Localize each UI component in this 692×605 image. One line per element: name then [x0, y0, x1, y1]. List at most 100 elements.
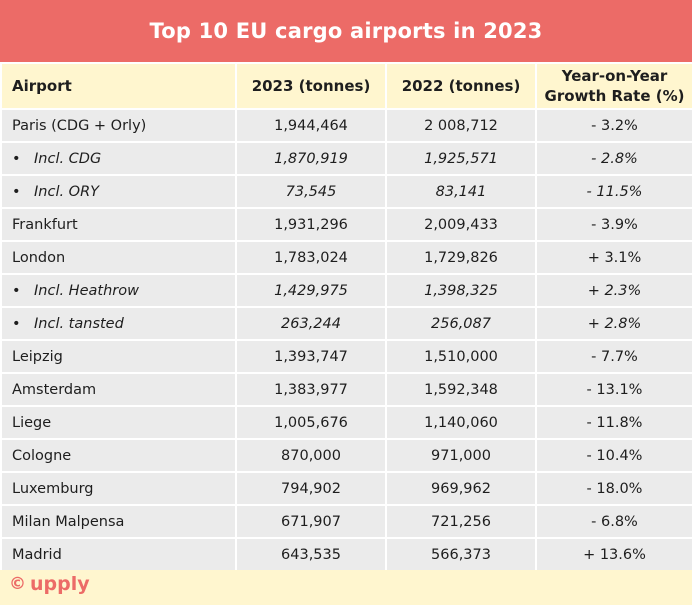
bullet-icon: •: [12, 282, 21, 299]
airport-name: Leipzig: [12, 348, 63, 365]
table-subrow: • Incl. ORY 73,545 83,141- 11.5%: [0, 174, 692, 209]
cell-2022: 2,009,433: [385, 207, 537, 242]
table-subrow: • Incl. Heathrow 1,429,975 1,398,325 + 2.3%: [0, 273, 692, 308]
table-row: Cologne 870,000 971,000- 10.4%: [0, 438, 692, 473]
airport-name: Paris (CDG + Orly): [12, 117, 147, 134]
table-subrow: • Incl. CDG 1,870,919 1,925,571- 2.8%: [0, 141, 692, 176]
table-row: Frankfurt 1,931,296 2,009,433- 3.9%: [0, 207, 692, 242]
column-header-growth-line1: Year-on-Year: [561, 67, 668, 85]
cell-2023: 794,902: [235, 471, 387, 506]
table-row: Liege 1,005,676 1,140,060- 11.8%: [0, 405, 692, 440]
table-header-row: Airport 2023 (tonnes) 2022 (tonnes) Year…: [0, 62, 692, 110]
cell-airport: • Incl. CDG: [0, 141, 237, 176]
column-header-2023: 2023 (tonnes): [235, 62, 387, 110]
cell-airport: Luxemburg: [0, 471, 237, 506]
airport-name: Frankfurt: [12, 216, 78, 233]
cell-airport: • Incl. Heathrow: [0, 273, 237, 308]
cell-2023: 1,870,919: [235, 141, 387, 176]
cell-2022: 256,087: [385, 306, 537, 341]
bullet-icon: •: [12, 150, 21, 167]
airport-name: Madrid: [12, 546, 62, 563]
cell-2022: 1,140,060: [385, 405, 537, 440]
cell-2023: 263,244: [235, 306, 387, 341]
airport-name: Incl. Heathrow: [34, 282, 139, 299]
cell-2022: 721,256: [385, 504, 537, 539]
cell-growth: - 6.8%: [535, 504, 692, 539]
column-header-growth-line2: Growth Rate (%): [544, 87, 685, 105]
logo-text: upply: [30, 573, 90, 595]
cell-2023: 870,000: [235, 438, 387, 473]
table-row: Paris (CDG + Orly) 1,944,464 2 008,712- 3.…: [0, 108, 692, 143]
cell-growth: - 10.4%: [535, 438, 692, 473]
table-body: Paris (CDG + Orly) 1,944,464 2 008,712- 3.…: [0, 108, 692, 572]
cell-2022: 1,510,000: [385, 339, 537, 374]
cell-growth: - 7.7%: [535, 339, 692, 374]
cell-airport: Amsterdam: [0, 372, 237, 407]
cell-2023: 1,931,296: [235, 207, 387, 242]
cell-2023: 1,005,676: [235, 405, 387, 440]
cell-growth: + 13.6%: [535, 537, 692, 572]
table-row: Leipzig 1,393,747 1,510,000- 7.7%: [0, 339, 692, 374]
cell-airport: Frankfurt: [0, 207, 237, 242]
cell-2023: 73,545: [235, 174, 387, 209]
table-subrow: • Incl. tansted 263,244 256,087 + 2.8%: [0, 306, 692, 341]
cell-2023: 1,393,747: [235, 339, 387, 374]
cell-growth: + 3.1%: [535, 240, 692, 275]
cell-airport: Paris (CDG + Orly): [0, 108, 237, 143]
cell-2023: 1,783,024: [235, 240, 387, 275]
cell-growth: - 13.1%: [535, 372, 692, 407]
cargo-airports-table: Airport 2023 (tonnes) 2022 (tonnes) Year…: [0, 62, 692, 572]
cell-airport: • Incl. tansted: [0, 306, 237, 341]
column-header-airport: Airport: [0, 62, 237, 110]
table-row: Madrid 643,535 566,373 + 13.6%: [0, 537, 692, 572]
bullet-icon: •: [12, 315, 21, 332]
cell-airport: Cologne: [0, 438, 237, 473]
title-bar: Top 10 EU cargo airports in 2023: [0, 0, 692, 62]
cell-2022: 2 008,712: [385, 108, 537, 143]
cell-growth: - 18.0%: [535, 471, 692, 506]
airport-name: Cologne: [12, 447, 72, 464]
cell-2022: 969,962: [385, 471, 537, 506]
cell-growth: - 11.5%: [535, 174, 692, 209]
cell-2023: 1,383,977: [235, 372, 387, 407]
cell-2022: 83,141: [385, 174, 537, 209]
airport-name: Milan Malpensa: [12, 513, 125, 530]
cell-2023: 1,429,975: [235, 273, 387, 308]
cell-growth: + 2.8%: [535, 306, 692, 341]
cell-airport: Liege: [0, 405, 237, 440]
footer: © upply: [0, 570, 692, 605]
column-header-2022: 2022 (tonnes): [385, 62, 537, 110]
cell-growth: - 3.2%: [535, 108, 692, 143]
cell-growth: - 11.8%: [535, 405, 692, 440]
cell-airport: Madrid: [0, 537, 237, 572]
cell-2022: 1,729,826: [385, 240, 537, 275]
cell-2022: 1,925,571: [385, 141, 537, 176]
chart-title: Top 10 EU cargo airports in 2023: [149, 19, 543, 43]
cell-2023: 643,535: [235, 537, 387, 572]
column-header-growth: Year-on-Year Growth Rate (%): [535, 62, 692, 110]
airport-name: Incl. ORY: [34, 183, 100, 200]
airport-name: Amsterdam: [12, 381, 97, 398]
bullet-icon: •: [12, 183, 21, 200]
copyright-icon: ©: [9, 574, 26, 594]
cell-growth: + 2.3%: [535, 273, 692, 308]
table-row: Luxemburg 794,902 969,962- 18.0%: [0, 471, 692, 506]
airport-name: Incl. CDG: [34, 150, 102, 167]
table-row: Milan Malpensa 671,907 721,256- 6.8%: [0, 504, 692, 539]
cell-2022: 1,592,348: [385, 372, 537, 407]
airport-name: London: [12, 249, 66, 266]
cell-2023: 1,944,464: [235, 108, 387, 143]
cell-2022: 1,398,325: [385, 273, 537, 308]
table-row: Amsterdam 1,383,977 1,592,348- 13.1%: [0, 372, 692, 407]
cell-growth: - 2.8%: [535, 141, 692, 176]
cell-airport: London: [0, 240, 237, 275]
cell-2023: 671,907: [235, 504, 387, 539]
cell-growth: - 3.9%: [535, 207, 692, 242]
upply-logo: © upply: [9, 573, 90, 595]
cell-2022: 971,000: [385, 438, 537, 473]
airport-name: Liege: [12, 414, 52, 431]
cell-2022: 566,373: [385, 537, 537, 572]
cell-airport: Milan Malpensa: [0, 504, 237, 539]
cell-airport: • Incl. ORY: [0, 174, 237, 209]
table-row: London 1,783,024 1,729,826 + 3.1%: [0, 240, 692, 275]
